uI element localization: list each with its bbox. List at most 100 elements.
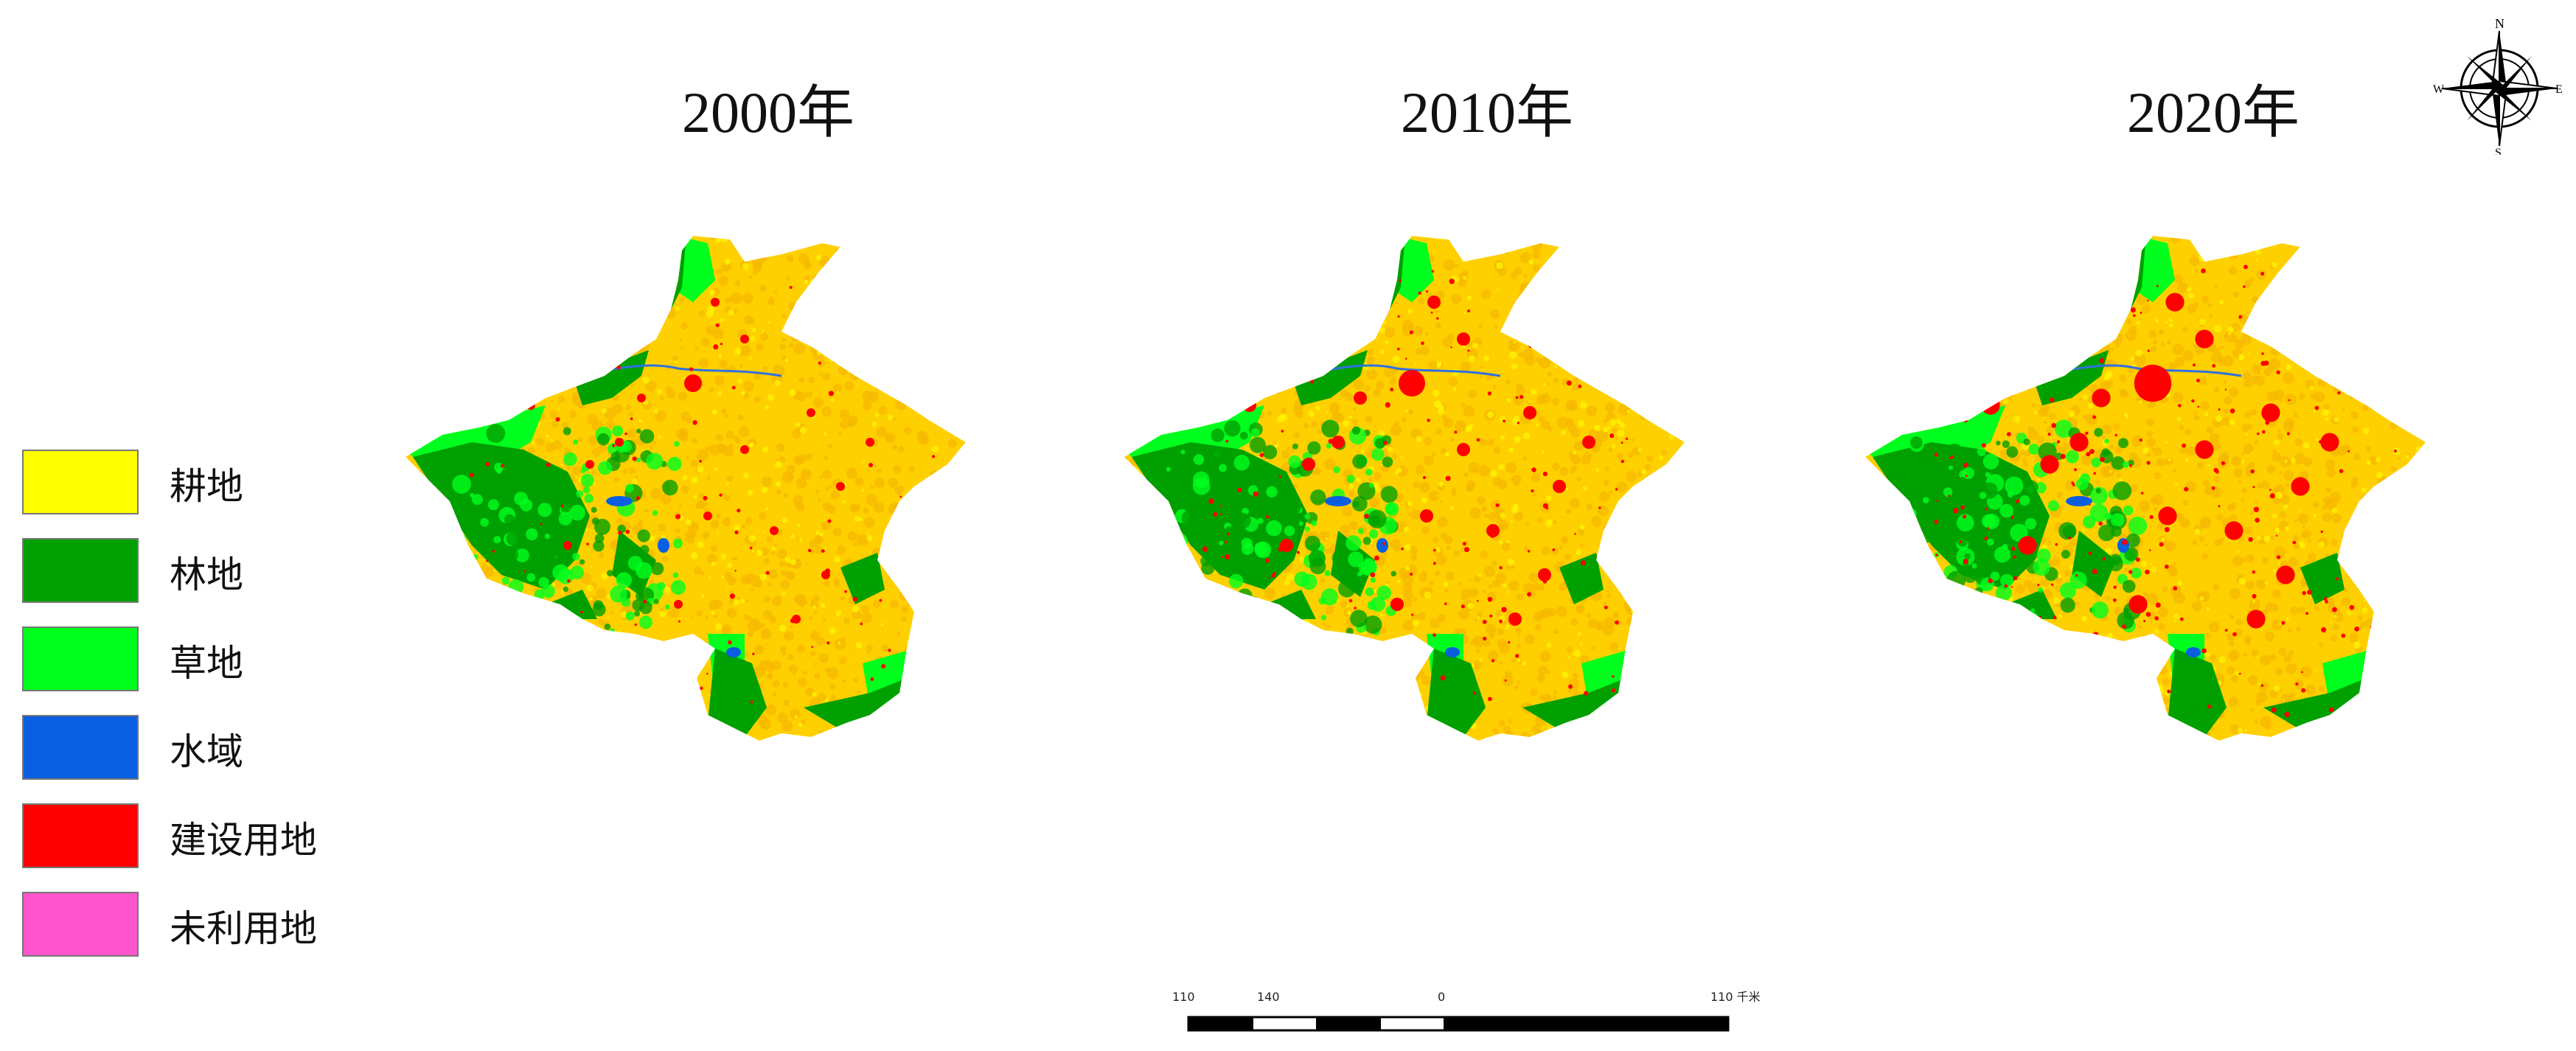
builtup-area xyxy=(807,408,815,417)
builtup-area xyxy=(1361,664,1374,677)
builtup-area xyxy=(2224,521,2243,540)
builtup-area xyxy=(2158,506,2177,526)
builtup-area xyxy=(836,482,845,491)
forest-area xyxy=(840,553,885,604)
water-body xyxy=(2066,496,2092,506)
builtup-area xyxy=(1553,480,1566,493)
water-body xyxy=(2186,647,2201,657)
builtup-area xyxy=(1420,509,1433,523)
builtup-area xyxy=(2092,388,2111,408)
water-body xyxy=(1445,647,1460,657)
compass-n: N xyxy=(2495,16,2504,31)
compass-e: E xyxy=(2555,83,2563,96)
land-use-map-2020 xyxy=(1865,236,2426,741)
legend-swatch xyxy=(22,803,139,868)
builtup-area xyxy=(1280,539,1293,552)
builtup-area xyxy=(2195,329,2214,349)
scale-label-1: 140 xyxy=(1257,990,1280,1004)
builtup-area xyxy=(585,460,594,469)
water-body xyxy=(658,538,669,553)
builtup-area xyxy=(1508,612,1522,626)
builtup-area xyxy=(1538,568,1551,582)
builtup-area xyxy=(2134,364,2172,402)
legend-item-cropland: 耕地 xyxy=(22,450,332,520)
builtup-area xyxy=(2099,661,2118,680)
forest-area xyxy=(1294,350,1368,405)
builtup-area xyxy=(2018,536,2037,555)
scale-label-0: 110 xyxy=(1172,990,1195,1004)
map-title-2020: 2020年 xyxy=(2127,80,2300,144)
builtup-area xyxy=(1354,391,1367,405)
legend-item-unused: 未利用地 xyxy=(22,892,332,963)
builtup-area xyxy=(1302,458,1315,471)
legend-label: 未利用地 xyxy=(170,907,317,950)
forest-area xyxy=(708,649,767,737)
compass-s: S xyxy=(2495,147,2502,155)
builtup-area xyxy=(563,541,572,550)
builtup-area xyxy=(2261,403,2280,422)
builtup-area xyxy=(674,600,683,609)
scale-label-3: 110 千米 xyxy=(1710,990,1761,1004)
builtup-area xyxy=(866,438,874,447)
builtup-area xyxy=(1243,399,1256,412)
builtup-area xyxy=(1457,332,1470,346)
builtup-area xyxy=(2246,610,2266,629)
builtup-area xyxy=(2165,293,2185,312)
builtup-area xyxy=(2276,565,2295,584)
builtup-area xyxy=(703,511,712,520)
builtup-area xyxy=(1331,436,1345,449)
builtup-area xyxy=(1486,524,1500,537)
builtup-area xyxy=(1457,443,1470,456)
builtup-area xyxy=(1523,406,1536,419)
legend-label: 草地 xyxy=(170,642,243,685)
land-use-map-2010 xyxy=(1124,236,1685,741)
water-body xyxy=(1178,581,1188,598)
legend-item-water: 水域 xyxy=(22,715,332,786)
builtup-area xyxy=(2128,595,2148,614)
legend-item-forest: 林地 xyxy=(22,538,332,609)
forest-area xyxy=(1559,553,1604,604)
builtup-area xyxy=(684,374,702,392)
water-body xyxy=(606,496,633,506)
builtup-area xyxy=(2291,477,2310,496)
legend-swatch xyxy=(22,626,139,691)
scale-bar: 110 140 0 110 千米 xyxy=(1172,990,1761,1032)
water-body xyxy=(1325,496,1351,506)
map-title-2000: 2000年 xyxy=(682,80,855,144)
forest-area xyxy=(1427,649,1486,737)
builtup-area xyxy=(1582,436,1595,449)
builtup-area xyxy=(740,335,749,343)
legend-label: 建设用地 xyxy=(170,819,317,862)
land-use-map-2000 xyxy=(405,236,966,741)
builtup-area xyxy=(637,394,646,402)
builtup-area xyxy=(1390,598,1404,611)
builtup-area xyxy=(1427,296,1441,309)
builtup-area xyxy=(740,445,749,454)
compass-rose-icon: N S W E xyxy=(2433,16,2563,155)
forest-area xyxy=(2168,649,2227,737)
cropland-area xyxy=(1865,236,2426,741)
water-body xyxy=(1267,388,1276,394)
builtup-area xyxy=(1399,370,1425,397)
builtup-area xyxy=(770,526,779,535)
legend-label: 林地 xyxy=(170,554,243,596)
legend-label: 水域 xyxy=(170,730,243,773)
builtup-area xyxy=(711,298,720,307)
map-title-2010: 2010年 xyxy=(1401,80,1574,144)
legend-item-builtup: 建设用地 xyxy=(22,803,332,874)
legend-swatch xyxy=(22,892,139,957)
water-body xyxy=(2008,388,2017,394)
builtup-area xyxy=(2069,433,2089,452)
water-body xyxy=(459,581,470,598)
legend-swatch xyxy=(22,450,139,514)
builtup-area xyxy=(1981,396,2000,415)
water-body xyxy=(1919,581,1929,598)
builtup-area xyxy=(644,666,653,675)
legend-item-grassland: 草地 xyxy=(22,626,332,697)
compass-w: W xyxy=(2433,83,2445,96)
forest-area xyxy=(2035,350,2109,405)
builtup-area xyxy=(2320,433,2339,452)
builtup-area xyxy=(2040,455,2059,474)
legend-swatch xyxy=(22,538,139,603)
builtup-area xyxy=(615,438,624,447)
